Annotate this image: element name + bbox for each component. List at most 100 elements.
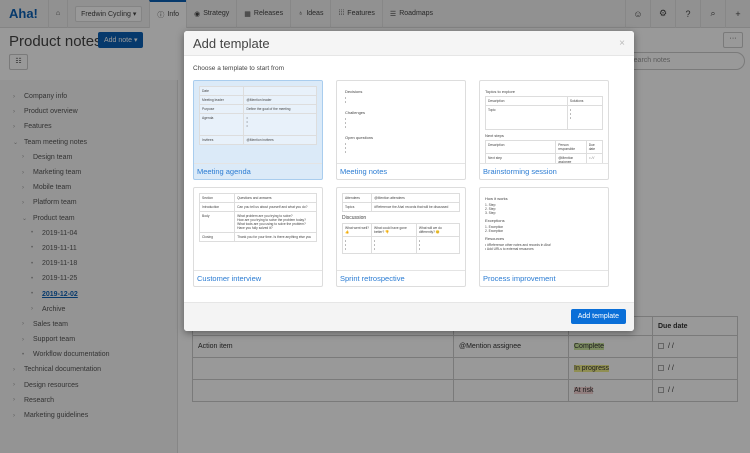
close-icon[interactable]: × — [619, 37, 625, 49]
tab-roadmaps[interactable]: ☰ Roadmaps — [381, 0, 440, 28]
workspace-selector[interactable]: Fredwin Cycling ▾ — [75, 5, 143, 22]
list-view-icon[interactable]: ☷ — [9, 54, 28, 70]
sidebar-item[interactable]: › Company info — [0, 89, 177, 104]
template-customer-interview[interactable]: Section Questions and answers Introductio… — [193, 187, 323, 287]
template-preview: Topics to explore Description Solutions To… — [480, 81, 608, 164]
template-meeting-agenda[interactable]: Date Meeting leader @Mention leader Purpo… — [193, 80, 323, 180]
avatar[interactable]: ☺ — [625, 0, 650, 28]
sidebar-item[interactable]: › Archive — [0, 302, 177, 317]
sidebar-item-label: Features — [24, 123, 52, 131]
info-icon: ⓘ — [157, 11, 165, 19]
chevron-icon: › — [22, 336, 24, 343]
checkbox[interactable] — [658, 387, 664, 394]
add-template-modal: Add template × Choose a template to start… — [184, 31, 634, 331]
chevron-icon: › — [13, 108, 15, 115]
sidebar-item[interactable]: › Platform team — [0, 195, 177, 210]
sidebar-item[interactable]: › Marketing guidelines — [0, 408, 177, 423]
template-preview: Date Meeting leader @Mention leader Purpo… — [194, 81, 322, 164]
sidebar-item[interactable]: › Support team — [0, 332, 177, 347]
bullet-icon: • — [31, 260, 34, 267]
sidebar-item[interactable]: › Sales team — [0, 317, 177, 332]
tab-releases[interactable]: ▦ Releases — [236, 0, 290, 28]
sidebar-item-label: Research — [24, 396, 54, 404]
chevron-icon: › — [13, 382, 15, 389]
sidebar-item[interactable]: › Design team — [0, 150, 177, 165]
tab-info[interactable]: ⓘ Info — [149, 0, 187, 28]
sidebar-item[interactable]: ⌄ Product team — [0, 211, 177, 226]
sidebar-item-label: 2019-11-04 — [42, 229, 78, 237]
modal-subtitle: Choose a template to start from — [193, 65, 285, 72]
chevron-icon: ⌄ — [22, 215, 28, 222]
chevron-icon: › — [31, 306, 33, 313]
calendar-icon: ▦ — [244, 10, 251, 18]
bullet-icon: • — [31, 275, 34, 282]
plus-icon[interactable]: + — [725, 0, 750, 28]
checkbox[interactable] — [658, 343, 664, 350]
bullet-icon: • — [31, 291, 34, 298]
bullet-icon: • — [31, 230, 34, 237]
sidebar-item-label: Design team — [33, 153, 73, 161]
sidebar-item[interactable]: › Marketing team — [0, 165, 177, 180]
add-note-button[interactable]: Add note ▾ — [98, 32, 144, 48]
sidebar-item[interactable]: • 2019-12-02 — [0, 286, 177, 301]
sidebar-item-label: Marketing guidelines — [24, 412, 89, 420]
settings-icon[interactable]: ⚙ — [650, 0, 675, 28]
sidebar-item-label: Company info — [24, 93, 68, 101]
tab-features[interactable]: ⁞⁞⁞ Features — [330, 0, 381, 28]
template-sprint-retrospective[interactable]: Attendees @Mention attendees Topics #Refere… — [336, 187, 466, 287]
sidebar-item-label: Product team — [33, 214, 75, 222]
search-notes-input[interactable]: Search notes — [620, 52, 745, 70]
sidebar-item[interactable]: • 2019-11-04 — [0, 226, 177, 241]
chevron-icon: › — [22, 199, 24, 206]
lightbulb-icon: ♁ — [298, 10, 304, 17]
sidebar-item[interactable]: ⌄ Team meeting notes — [0, 135, 177, 150]
sidebar-item-label: 2019-12-02 — [42, 290, 78, 298]
sidebar-item-label: Team meeting notes — [24, 138, 88, 146]
help-icon[interactable]: ? — [675, 0, 700, 28]
chevron-icon: › — [22, 169, 24, 176]
aha-logo[interactable]: Aha! — [9, 6, 38, 21]
sidebar-item-label: Mobile team — [33, 184, 72, 192]
modal-footer: Add template — [184, 302, 634, 331]
strategy-icon: ◉ — [194, 10, 201, 18]
sidebar-item-label: 2019-11-18 — [42, 260, 78, 268]
sidebar-item[interactable]: › Features — [0, 119, 177, 134]
template-meeting-notes[interactable]: Decisions • • Challenges • • • Open questions… — [336, 80, 466, 180]
table-row: Action item @Mention assignee Complete / / — [192, 335, 738, 358]
grid-icon: ⁞⁞⁞ — [338, 10, 345, 17]
chevron-icon: › — [13, 412, 15, 419]
sidebar-item[interactable]: • 2019-11-25 — [0, 271, 177, 286]
roadmap-icon: ☰ — [389, 10, 397, 18]
sidebar-item-label: 2019-11-25 — [42, 275, 78, 283]
template-preview: Section Questions and answers Introductio… — [194, 188, 322, 271]
sidebar-item[interactable]: › Technical documentation — [0, 362, 177, 377]
template-brainstorming-session[interactable]: Topics to explore Description Solutions To… — [479, 80, 609, 180]
sidebar-item[interactable]: › Mobile team — [0, 180, 177, 195]
search-icon[interactable]: ⌕ — [700, 0, 725, 28]
sidebar-item-label: Design resources — [24, 381, 79, 389]
home-icon[interactable]: ⌂ — [47, 0, 67, 28]
sidebar-item[interactable]: • 2019-11-18 — [0, 256, 177, 271]
sidebar-item[interactable]: › Research — [0, 393, 177, 408]
tab-strategy[interactable]: ◉ Strategy — [186, 0, 236, 28]
bullet-icon: • — [22, 351, 25, 358]
tab-ideas[interactable]: ♁ Ideas — [290, 0, 330, 28]
template-preview: Decisions • • Challenges • • • Open questions… — [337, 81, 465, 164]
sidebar-item[interactable]: • 2019-11-11 — [0, 241, 177, 256]
chevron-icon: › — [13, 123, 15, 130]
checkbox[interactable] — [658, 365, 664, 372]
sidebar-item-label: 2019-11-11 — [42, 244, 77, 252]
modal-title: Add template — [193, 35, 270, 51]
sidebar-item[interactable]: › Design resources — [0, 378, 177, 393]
sidebar-item[interactable]: • Workflow documentation — [0, 347, 177, 362]
sidebar-item-label: Platform team — [33, 199, 77, 207]
sidebar-item-label: Marketing team — [33, 169, 82, 177]
chevron-icon: › — [22, 321, 24, 328]
add-template-button[interactable]: Add template — [570, 309, 626, 324]
template-process-improvement[interactable]: How it works 1. Step 2. Step 3. Step Except… — [479, 187, 609, 287]
chevron-icon: › — [13, 397, 15, 404]
chevron-icon: › — [13, 93, 15, 100]
more-options-button[interactable]: ··· — [723, 32, 743, 48]
sidebar-item[interactable]: › Product overview — [0, 104, 177, 119]
table-row: In progress / / — [192, 357, 738, 380]
